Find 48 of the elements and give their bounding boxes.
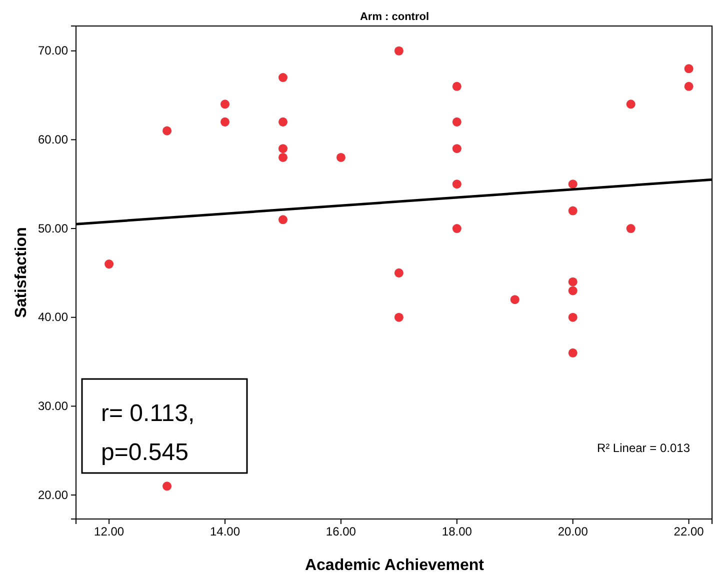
point <box>394 268 404 278</box>
point <box>626 100 636 109</box>
x-tick-label: 14.00 <box>210 524 240 539</box>
point <box>568 206 578 216</box>
point <box>278 117 288 126</box>
point <box>220 117 230 126</box>
point <box>568 286 578 296</box>
y-tick-label: 50.00 <box>38 221 68 236</box>
point <box>278 73 288 82</box>
x-axis-title: Academic Achievement <box>304 557 485 574</box>
point <box>452 82 462 91</box>
point <box>452 144 462 154</box>
annotation: p=0.545 <box>101 439 188 466</box>
y-axis-title: Satisfaction <box>13 227 30 318</box>
annotation: r= 0.113, <box>101 400 195 427</box>
x-tick-label: 16.00 <box>326 524 356 539</box>
y-tick-label: 70.00 <box>38 44 68 58</box>
point <box>510 295 520 304</box>
annotation: R² Linear = 0.013 <box>596 441 690 455</box>
point <box>162 126 172 136</box>
point <box>568 312 578 322</box>
point <box>220 100 230 109</box>
y-tick-label: 60.00 <box>38 132 68 147</box>
point <box>452 180 462 189</box>
x-tick-label: 12.00 <box>94 524 124 539</box>
point <box>162 482 172 491</box>
y-tick-label: 20.00 <box>38 488 68 502</box>
point <box>394 46 404 56</box>
point <box>452 224 462 234</box>
point <box>336 152 346 162</box>
point <box>278 152 288 162</box>
x-tick-label: 20.00 <box>558 524 588 539</box>
y-tick-label: 30.00 <box>38 399 68 414</box>
point <box>684 64 694 74</box>
point <box>568 277 578 286</box>
point <box>626 224 636 234</box>
chart-title: Arm : control <box>360 11 430 23</box>
x-tick-label: 22.00 <box>674 524 704 539</box>
point <box>568 180 578 189</box>
y-tick-label: 40.00 <box>38 310 68 324</box>
point <box>684 82 694 91</box>
point <box>568 348 578 358</box>
x-tick-label: 18.00 <box>442 524 472 539</box>
point <box>394 312 404 322</box>
point <box>278 215 288 224</box>
point <box>452 117 462 126</box>
point <box>104 260 114 269</box>
point <box>278 144 288 154</box>
